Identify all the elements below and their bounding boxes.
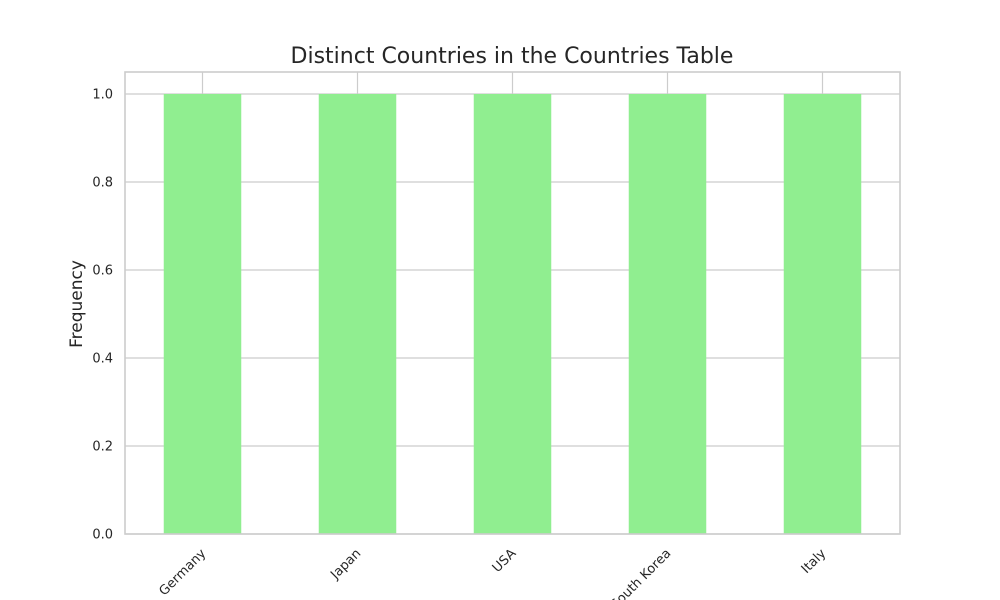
- plot-frame: [124, 71, 901, 535]
- bar-usa: [473, 94, 552, 534]
- x-tick-label: South Korea: [608, 546, 674, 600]
- y-tick-label: 0.2: [92, 440, 113, 455]
- y-tick-label: 1.0: [92, 88, 113, 103]
- x-tick-label: Italy: [799, 546, 830, 577]
- x-axis: Germany Japan USA South Korea Italy: [156, 546, 829, 600]
- bar-italy: [783, 94, 862, 534]
- y-tick-label: 0.4: [92, 352, 113, 367]
- y-tick-label: 0.0: [92, 528, 113, 543]
- y-axis: 0.0 0.2 0.4 0.6 0.8 1.0: [92, 88, 113, 543]
- bars-layer: [163, 94, 862, 534]
- bar-germany: [163, 94, 242, 534]
- chart-title: Distinct Countries in the Countries Tabl…: [291, 44, 734, 69]
- y-tick-label: 0.6: [92, 264, 113, 279]
- bar-south-korea: [628, 94, 707, 534]
- x-tick-label: Japan: [327, 546, 364, 583]
- y-axis-label: Frequency: [67, 260, 87, 348]
- y-tick-label: 0.8: [92, 176, 113, 191]
- bar-japan: [318, 94, 397, 534]
- x-tick-label: USA: [490, 546, 520, 576]
- x-tick-label: Germany: [156, 546, 209, 599]
